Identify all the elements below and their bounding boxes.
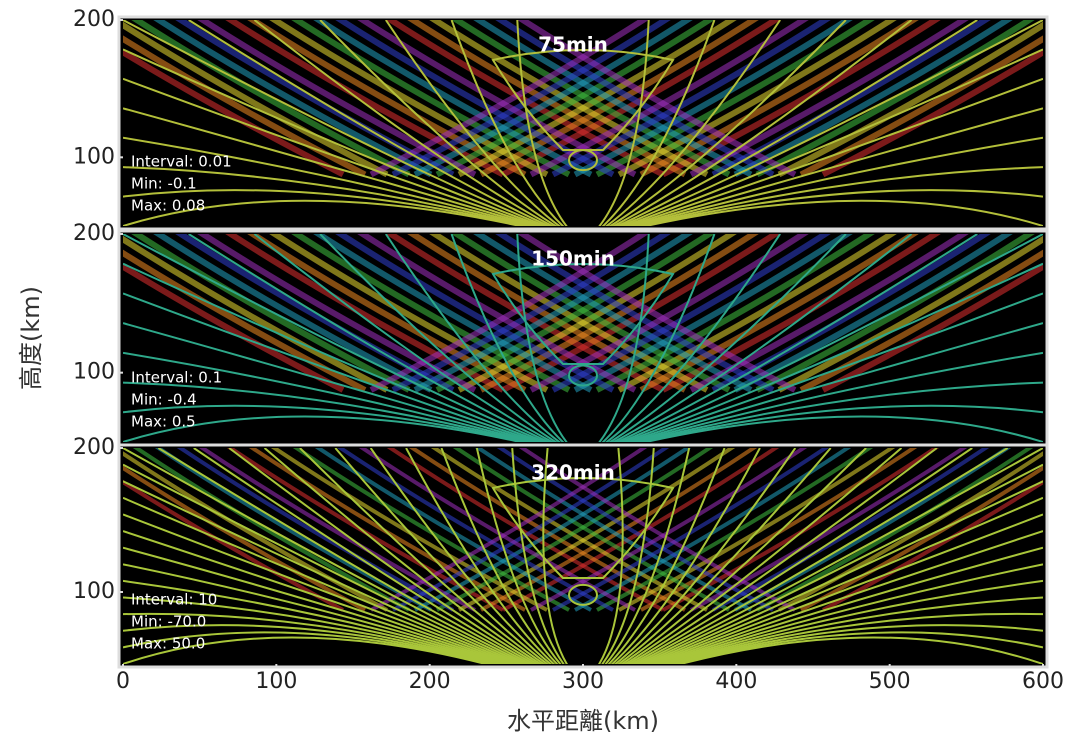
panel-title: 75min [538,33,608,57]
annotation: Max: 0.5 [131,413,196,431]
y-tick-label: 100 [73,579,115,604]
annotation: Max: 0.08 [131,197,205,215]
y-axis-label: 高度(km) [17,286,45,390]
x-tick-label: 200 [409,669,451,694]
y-tick-label: 100 [73,144,115,169]
annotation: Max: 50.0 [131,635,205,653]
panel-title: 150min [531,247,615,271]
figure: 100 200 75min Interval: 0.01 Min: -0.1 Max: 0… [0,0,1067,739]
x-tick-label: 300 [562,669,604,694]
x-tick-label: 100 [255,669,297,694]
x-tick-label: 400 [715,669,757,694]
annotation: Interval: 10 [131,591,217,609]
annotation: Min: -70.0 [131,613,206,631]
y-tick-label: 200 [73,7,115,32]
x-tick-label: 500 [869,669,911,694]
x-tick-label: 600 [1022,669,1064,694]
annotation: Interval: 0.01 [131,153,232,171]
x-tick-label: 0 [116,669,130,694]
annotation: Min: -0.1 [131,175,197,193]
y-tick-label: 200 [73,221,115,246]
annotation: Interval: 0.1 [131,369,222,387]
x-axis-label: 水平距離(km) [507,707,659,735]
panel-title: 320min [531,461,615,485]
y-tick-label: 100 [73,360,115,385]
annotation: Min: -0.4 [131,391,197,409]
y-tick-label: 200 [73,435,115,460]
